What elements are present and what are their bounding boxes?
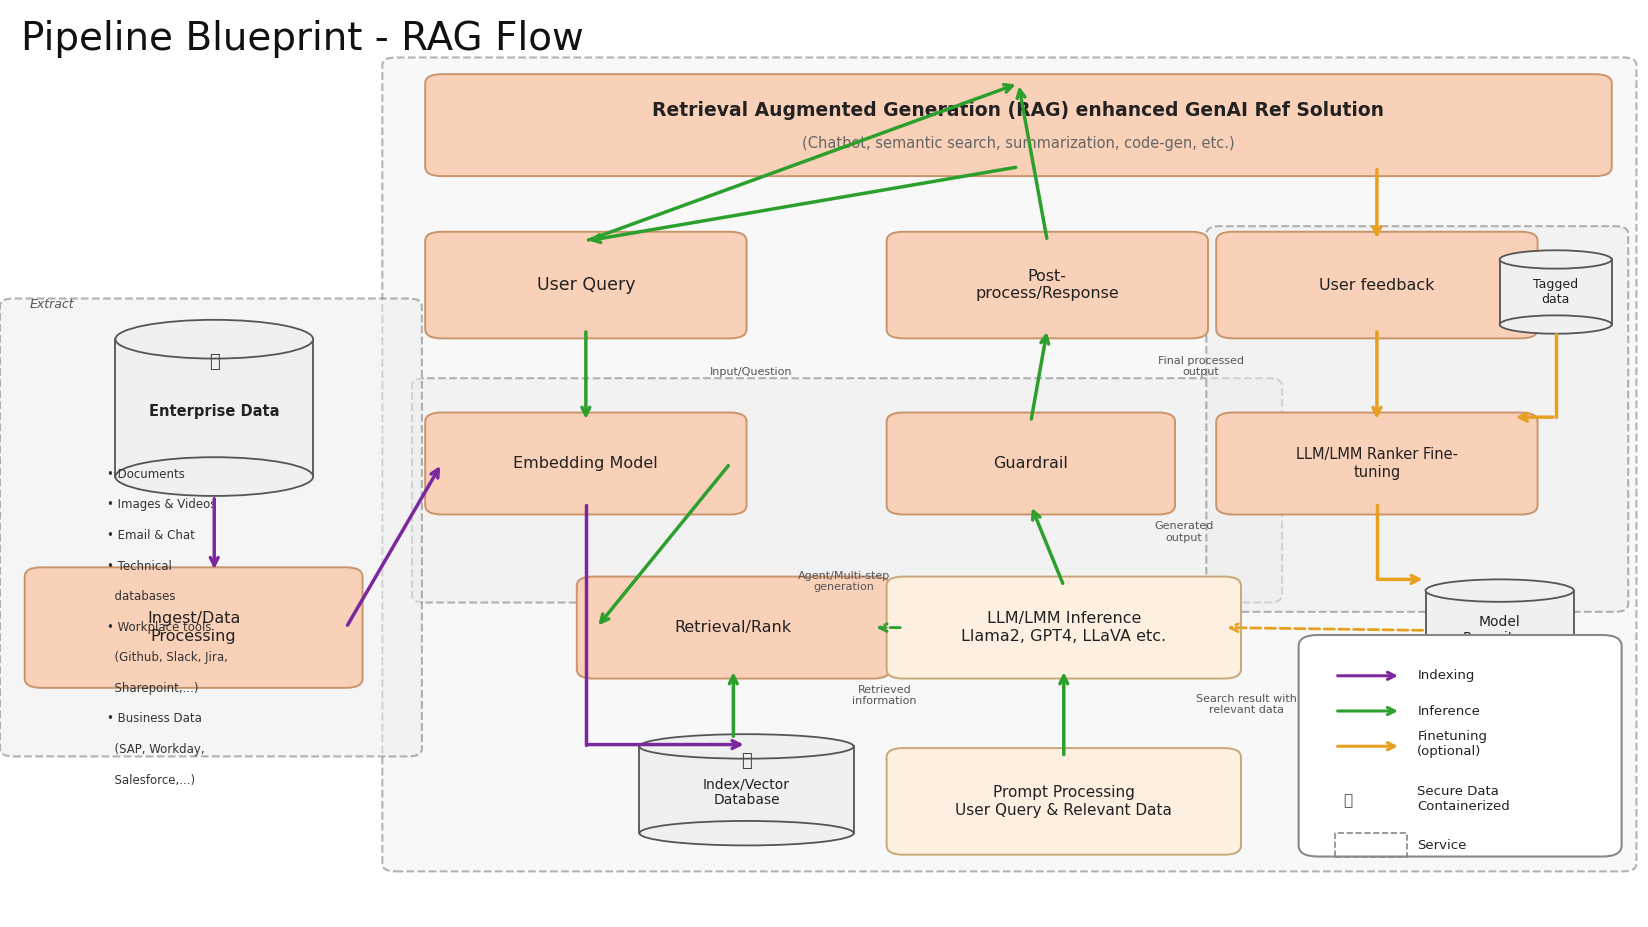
Bar	[1426, 590, 1574, 670]
Ellipse shape	[1426, 659, 1574, 681]
Text: Secure Data
Containerized: Secure Data Containerized	[1417, 785, 1510, 813]
Ellipse shape	[639, 734, 854, 758]
Text: Salesforce,...): Salesforce,...)	[107, 774, 194, 787]
Text: LLM/LMM Inference
Llama2, GPT4, LLaVA etc.: LLM/LMM Inference Llama2, GPT4, LLaVA et…	[961, 612, 1167, 643]
Text: Inference: Inference	[1417, 705, 1480, 717]
Text: Input/Question: Input/Question	[709, 367, 793, 377]
Text: User feedback: User feedback	[1318, 277, 1435, 293]
Text: Pipeline Blueprint - RAG Flow: Pipeline Blueprint - RAG Flow	[21, 20, 583, 58]
Text: Search result with
relevant data: Search result with relevant data	[1195, 693, 1297, 716]
Bar	[115, 339, 313, 476]
Ellipse shape	[115, 320, 313, 359]
Text: Final processed
output: Final processed output	[1157, 356, 1244, 377]
Text: Indexing: Indexing	[1417, 669, 1475, 682]
FancyBboxPatch shape	[0, 298, 422, 756]
Text: Ingest/Data
Processing: Ingest/Data Processing	[147, 612, 241, 643]
Text: Enterprise Data: Enterprise Data	[148, 404, 280, 419]
Text: Sharepoint,...): Sharepoint,...)	[107, 682, 199, 695]
FancyBboxPatch shape	[887, 413, 1175, 514]
Bar	[639, 746, 854, 833]
Text: (Chatbot, semantic search, summarization, code-gen, etc.): (Chatbot, semantic search, summarization…	[803, 136, 1234, 151]
Ellipse shape	[639, 821, 854, 845]
Text: ⚿: ⚿	[742, 752, 751, 770]
Text: Generated
output: Generated output	[1154, 521, 1215, 543]
Text: Agent/Multi-step
generation: Agent/Multi-step generation	[798, 571, 890, 592]
Text: • Documents: • Documents	[107, 468, 185, 481]
FancyBboxPatch shape	[425, 413, 747, 514]
FancyBboxPatch shape	[887, 577, 1241, 679]
Text: Finetuning
(optional): Finetuning (optional)	[1417, 730, 1486, 758]
Text: • Business Data: • Business Data	[107, 713, 203, 726]
Text: Index/Vector
Database: Index/Vector Database	[704, 777, 789, 807]
Text: Retrieval Augmented Generation (RAG) enhanced GenAI Ref Solution: Retrieval Augmented Generation (RAG) enh…	[653, 101, 1384, 120]
Ellipse shape	[115, 457, 313, 496]
Text: (Github, Slack, Jira,: (Github, Slack, Jira,	[107, 652, 227, 665]
FancyBboxPatch shape	[1216, 232, 1538, 338]
FancyBboxPatch shape	[412, 378, 1282, 603]
Text: ⚿: ⚿	[1343, 794, 1353, 808]
FancyBboxPatch shape	[25, 567, 363, 688]
FancyBboxPatch shape	[425, 74, 1612, 176]
Text: LLM/LMM Ranker Fine-
tuning: LLM/LMM Ranker Fine- tuning	[1295, 448, 1458, 479]
Text: • Technical: • Technical	[107, 560, 171, 573]
FancyBboxPatch shape	[425, 232, 747, 338]
Text: Retrieved
information: Retrieved information	[852, 684, 916, 706]
FancyBboxPatch shape	[1299, 635, 1622, 857]
Text: (SAP, Workday,: (SAP, Workday,	[107, 743, 204, 756]
Ellipse shape	[1500, 315, 1612, 334]
Ellipse shape	[1426, 579, 1574, 602]
Text: ⚿: ⚿	[209, 353, 219, 372]
Text: databases: databases	[107, 590, 176, 603]
FancyBboxPatch shape	[1216, 413, 1538, 514]
Text: Retrieval/Rank: Retrieval/Rank	[674, 620, 793, 635]
Text: Guardrail: Guardrail	[994, 456, 1068, 471]
Text: Post-
process/Response: Post- process/Response	[976, 269, 1119, 301]
Text: • Workplace tools: • Workplace tools	[107, 621, 211, 634]
Text: Model
Repository: Model Repository	[1463, 616, 1536, 645]
FancyBboxPatch shape	[1206, 226, 1628, 612]
Text: • Email & Chat: • Email & Chat	[107, 529, 194, 542]
Text: Prompt Processing
User Query & Relevant Data: Prompt Processing User Query & Relevant …	[956, 785, 1172, 818]
Text: Embedding Model: Embedding Model	[514, 456, 658, 471]
Text: Service: Service	[1417, 839, 1467, 853]
Text: User Query: User Query	[537, 276, 634, 294]
FancyBboxPatch shape	[382, 57, 1636, 871]
Text: Tagged
data: Tagged data	[1533, 278, 1579, 306]
Bar	[1500, 260, 1612, 324]
FancyBboxPatch shape	[577, 577, 890, 679]
FancyBboxPatch shape	[887, 232, 1208, 338]
Text: Extract: Extract	[30, 298, 74, 311]
Text: • Images & Videos: • Images & Videos	[107, 499, 216, 512]
Ellipse shape	[1500, 250, 1612, 269]
FancyBboxPatch shape	[887, 748, 1241, 855]
